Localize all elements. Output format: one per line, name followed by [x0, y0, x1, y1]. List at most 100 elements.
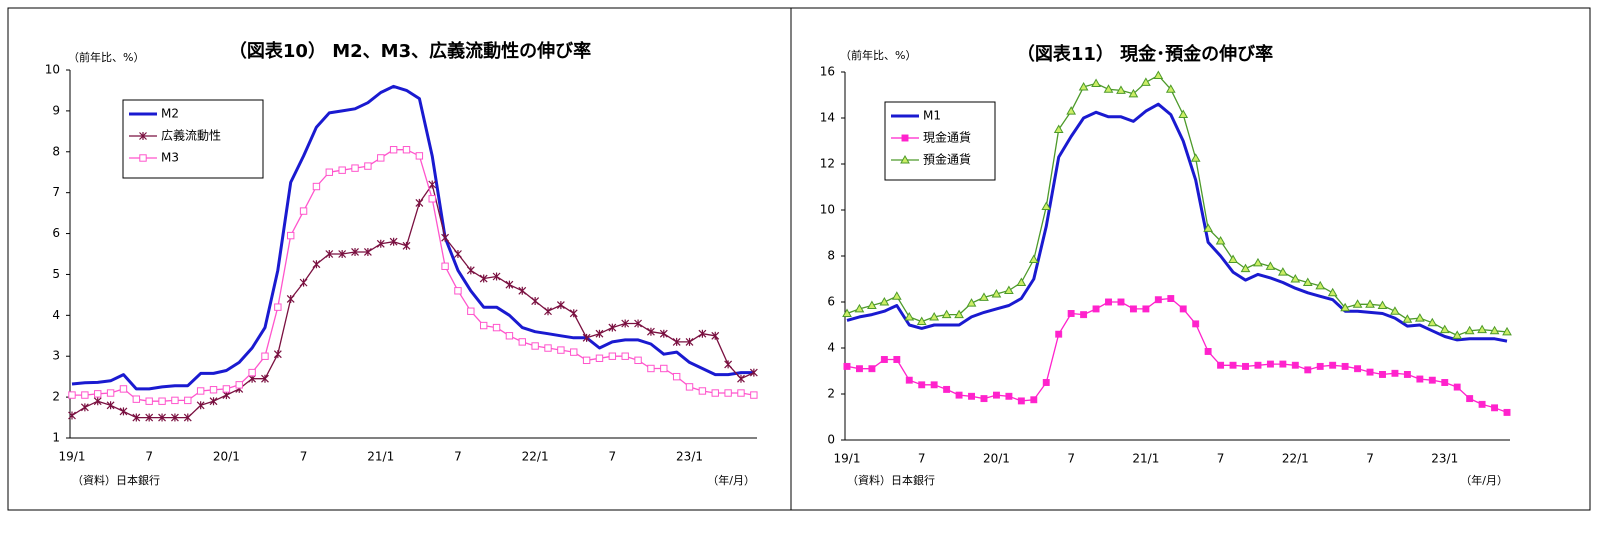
point [338, 250, 347, 258]
point [1080, 311, 1088, 319]
point [569, 309, 578, 318]
point [1403, 371, 1411, 378]
point [273, 350, 282, 359]
point [1315, 280, 1326, 290]
point [1066, 106, 1077, 115]
series-line [846, 102, 1508, 343]
point [544, 344, 552, 352]
point [749, 368, 758, 377]
point [621, 352, 629, 360]
point [621, 319, 630, 328]
y-tick-label: 10 [45, 63, 60, 77]
point [929, 311, 940, 321]
point [854, 303, 865, 313]
point [80, 403, 89, 412]
point [1178, 109, 1189, 119]
point [1290, 273, 1301, 283]
point [1464, 325, 1475, 335]
point [634, 356, 642, 365]
point [968, 392, 975, 400]
point [106, 401, 115, 410]
point [608, 323, 617, 332]
point [1304, 366, 1312, 374]
point [1478, 400, 1486, 408]
point [415, 198, 424, 207]
x-tick-label: 20/1 [213, 450, 240, 464]
point [467, 307, 475, 315]
point [1503, 408, 1511, 416]
point [1441, 379, 1449, 386]
point [145, 397, 153, 405]
point [570, 348, 578, 356]
point [979, 292, 989, 301]
point [1153, 70, 1164, 79]
point [711, 331, 720, 340]
point [1329, 361, 1337, 369]
point [1491, 404, 1499, 412]
point [608, 352, 617, 360]
point [954, 309, 964, 319]
point [659, 329, 668, 338]
point [1291, 361, 1299, 369]
point [992, 391, 1000, 399]
point [1129, 305, 1137, 313]
point [955, 391, 963, 399]
point [1489, 325, 1500, 335]
x-unit-label: （年/月） [1460, 473, 1508, 487]
point [711, 389, 719, 397]
legend-marker [139, 132, 147, 140]
point [582, 333, 591, 342]
point [1105, 298, 1112, 306]
y-tick-label: 4 [827, 341, 835, 355]
point [556, 301, 565, 310]
point [363, 247, 372, 256]
point [492, 323, 501, 332]
point [1167, 295, 1175, 303]
x-tick-label: 7 [918, 452, 926, 466]
point [518, 286, 527, 295]
x-tick-label: 7 [300, 450, 308, 464]
legend-label: 現金通貨 [923, 130, 971, 145]
point [1316, 362, 1324, 370]
legend-marker [139, 154, 147, 162]
point [338, 166, 346, 174]
point [531, 297, 540, 306]
x-tick-label: 7 [609, 450, 617, 464]
point [868, 365, 876, 373]
point [1377, 300, 1388, 309]
x-tick-label: 23/1 [1431, 452, 1458, 466]
point [867, 300, 877, 309]
point [261, 352, 269, 360]
point [402, 241, 411, 250]
point [1092, 305, 1100, 313]
point [1379, 371, 1386, 378]
point [441, 262, 449, 270]
point [364, 162, 372, 170]
x-tick-label: 7 [1366, 452, 1374, 466]
y-tick-label: 6 [827, 295, 835, 309]
point [441, 233, 450, 242]
point [1254, 361, 1262, 369]
point [698, 387, 707, 395]
y-tick-label: 2 [827, 387, 835, 401]
y-tick-label: 4 [52, 308, 60, 322]
point [660, 364, 668, 373]
x-tick-label: 7 [454, 450, 462, 464]
y-tick-label: 5 [52, 267, 60, 281]
legend-marker [900, 154, 910, 164]
point [505, 280, 514, 289]
point [1253, 257, 1263, 267]
point [132, 413, 141, 422]
point [158, 397, 166, 405]
point [856, 365, 863, 373]
x-tick-label: 20/1 [983, 452, 1010, 466]
y-tick-label: 3 [52, 349, 60, 363]
point [1366, 368, 1374, 376]
point [1477, 324, 1487, 334]
legend-label: 預金通貨 [923, 152, 971, 167]
point [1428, 376, 1436, 384]
x-tick-label: 7 [1217, 452, 1225, 466]
point [1427, 317, 1438, 327]
series-line [72, 149, 755, 402]
